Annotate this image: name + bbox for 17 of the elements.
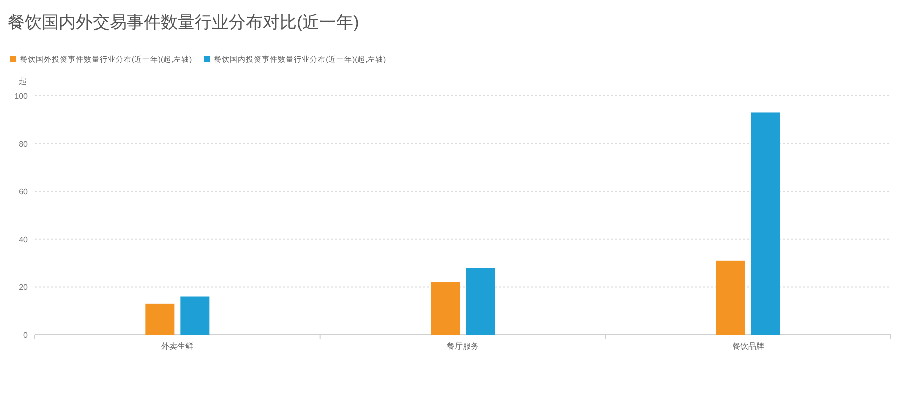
bar (180, 296, 210, 335)
y-tick-label: 80 (19, 140, 29, 149)
y-tick-label: 60 (19, 188, 29, 197)
x-tick-label: 餐饮品牌 (732, 342, 764, 351)
y-tick-label: 20 (19, 283, 29, 292)
bar (146, 304, 175, 335)
title: 餐饮国内外交易事件数量行业分布对比(近一年) (8, 13, 360, 32)
y-tick-label: 0 (24, 331, 29, 340)
ylabel: 起 (19, 77, 27, 86)
bar (716, 260, 746, 335)
bar (466, 268, 495, 335)
y-tick-label: 100 (14, 92, 29, 101)
bar (431, 282, 460, 335)
x-tick-label: 餐厅服务 (447, 342, 479, 351)
bar (751, 112, 780, 335)
x-tick-label: 外卖生鲜 (162, 342, 194, 351)
y-tick-label: 40 (19, 235, 29, 244)
